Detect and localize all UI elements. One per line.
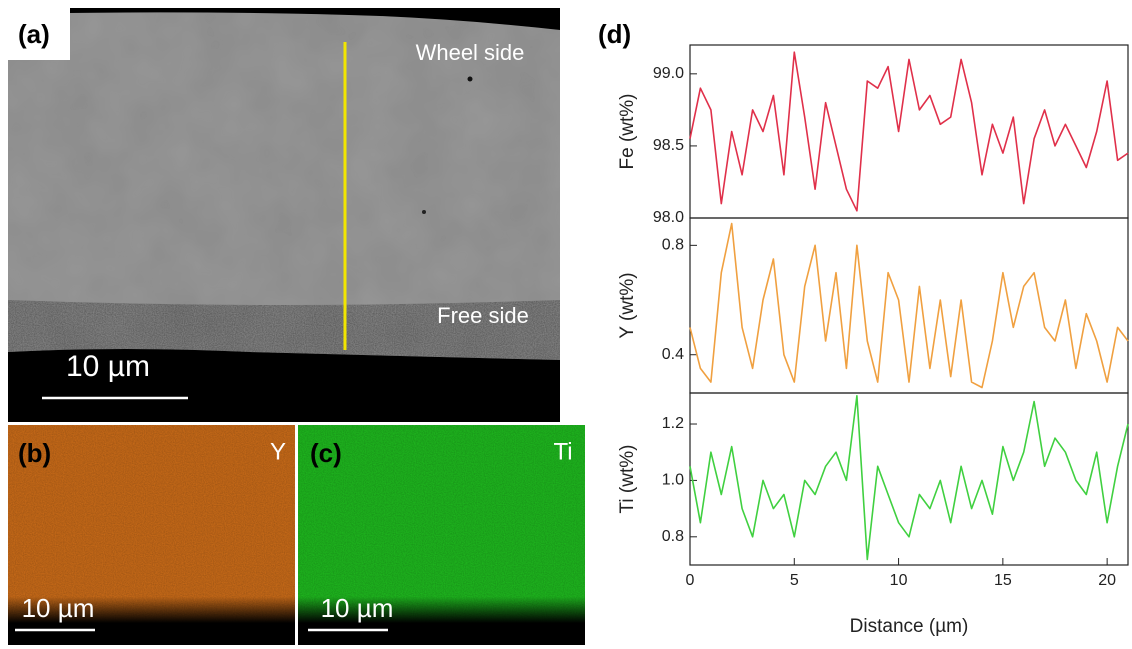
x-tick-label: 15 bbox=[994, 572, 1012, 589]
element-label: Ti bbox=[553, 438, 572, 465]
x-tick-label: 20 bbox=[1098, 572, 1116, 589]
scale-label: 10 µm bbox=[321, 593, 394, 623]
x-tick-label: 5 bbox=[790, 572, 799, 589]
panel-label: (a) bbox=[18, 19, 50, 49]
element-label: Y bbox=[270, 438, 286, 465]
plot-frame bbox=[689, 217, 1129, 394]
y-tick-label: 98.5 bbox=[653, 137, 684, 154]
x-tick-label: 0 bbox=[686, 572, 695, 589]
image-label: Free side bbox=[437, 303, 529, 328]
y-axis-label: Y (wt%) bbox=[617, 272, 638, 338]
x-axis-label: Distance (µm) bbox=[850, 616, 969, 637]
profile-line bbox=[689, 222, 1129, 389]
scale-label: 10 µm bbox=[22, 593, 95, 623]
panel-label: (b) bbox=[18, 438, 51, 468]
x-tick-label: 10 bbox=[890, 572, 908, 589]
y-tick-label: 0.8 bbox=[662, 528, 684, 545]
y-tick-label: 0.8 bbox=[662, 237, 684, 254]
y-axis-label: Fe (wt%) bbox=[617, 94, 638, 170]
map-image bbox=[8, 425, 295, 645]
map-image bbox=[298, 425, 585, 645]
panel-label: (d) bbox=[598, 19, 631, 49]
line-profiles: 98.0 98.5 99.0 Fe (wt%) 0.4 0.8 Y (wt%) 0.8 1.0 1… bbox=[617, 44, 1129, 637]
y-tick-label: 0.4 bbox=[662, 346, 684, 363]
y-tick-label: 98.0 bbox=[653, 209, 684, 226]
image-label: Wheel side bbox=[416, 40, 525, 65]
panel-label: (c) bbox=[310, 438, 342, 468]
y-tick-label: 1.2 bbox=[662, 415, 684, 432]
y-tick-label: 99.0 bbox=[653, 65, 684, 82]
sem-image bbox=[8, 8, 560, 422]
y-axis-label: Ti (wt%) bbox=[617, 445, 638, 514]
plot-frame bbox=[689, 392, 1129, 566]
profile-line bbox=[689, 395, 1129, 561]
y-tick-label: 1.0 bbox=[662, 472, 684, 489]
profile-line bbox=[689, 51, 1129, 212]
scale-label: 10 µm bbox=[66, 350, 150, 383]
